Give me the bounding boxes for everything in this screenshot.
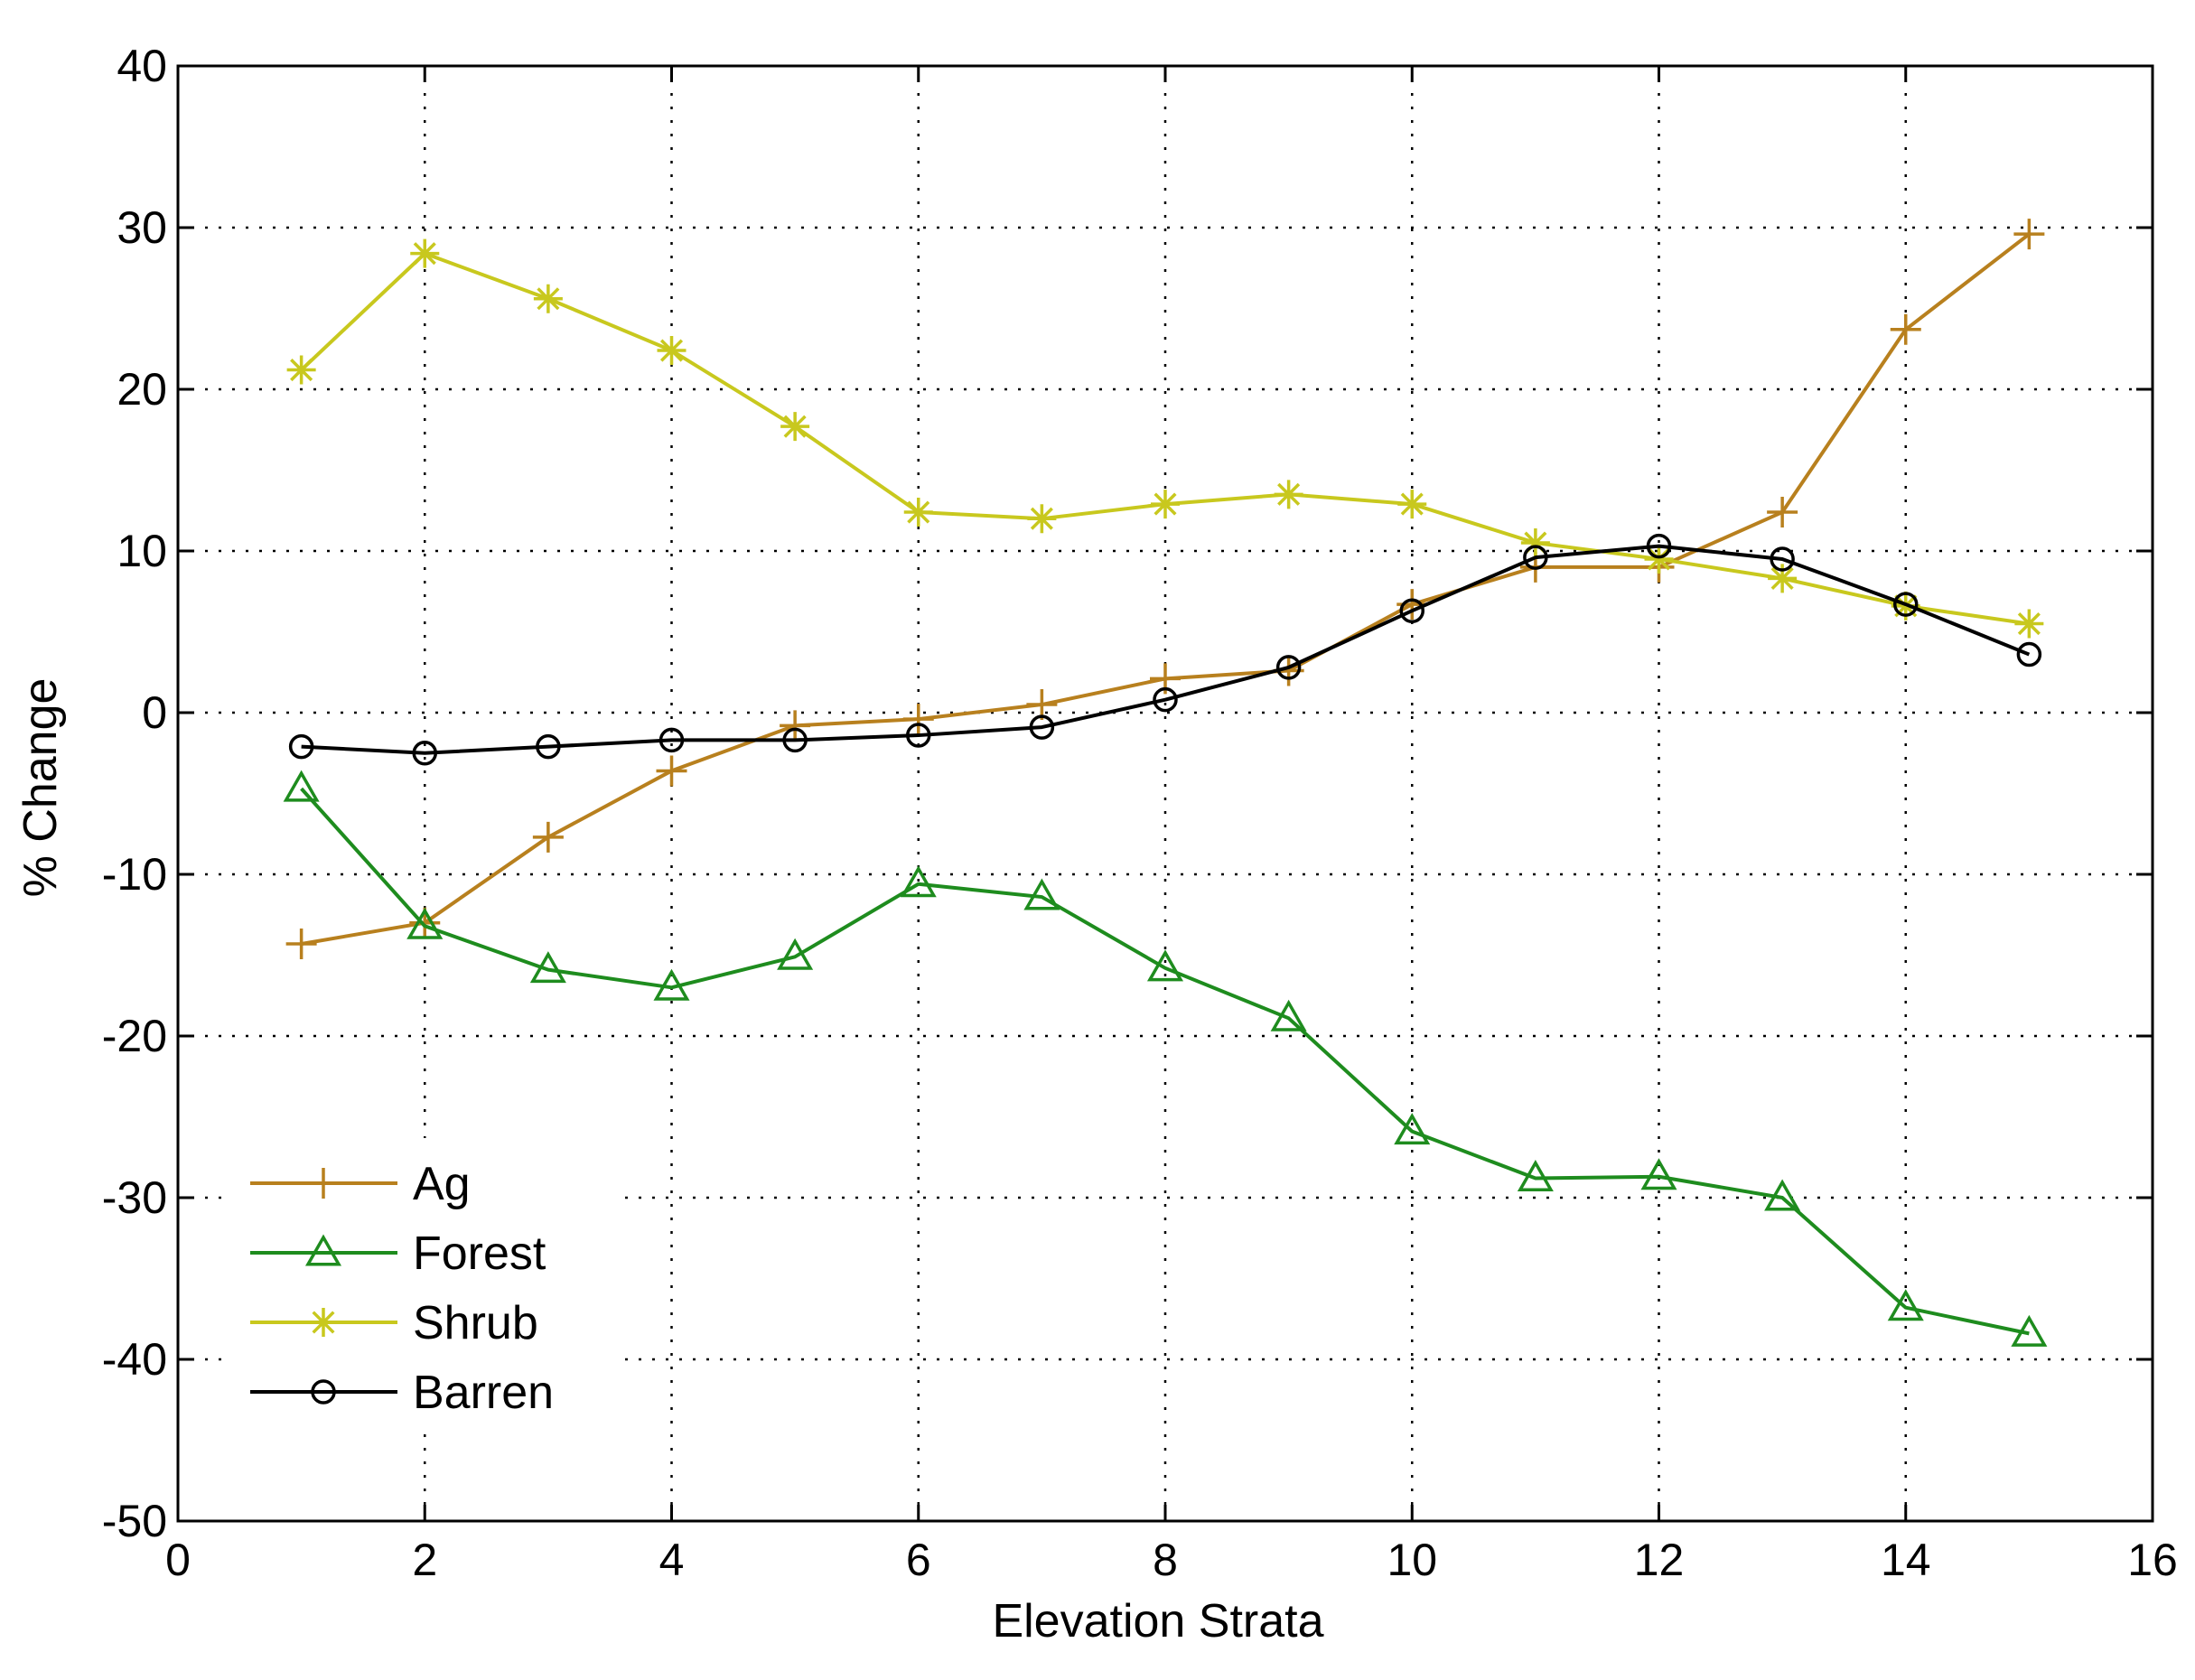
series-line-forest [300,787,2030,1336]
data-point-shrub [1768,564,1798,593]
y-tick-label: 30 [117,202,167,253]
data-point-barren [1893,592,1919,617]
x-tick-label: 16 [2127,1535,2178,1585]
data-point-shrub [1520,528,1550,558]
data-point-shrub [286,355,316,385]
data-point-forest [1394,1113,1431,1145]
data-point-ag [780,710,811,742]
x-tick-label: 12 [1634,1535,1685,1585]
data-point-forest [1887,1289,1924,1321]
y-axis-label: % Change [14,678,67,898]
axis-ticks: 0 2 4 6 8 10 12 14 16 -50 -40 -30 -20 -10 0 10 20 30 40 [102,41,2178,1585]
data-point-barren [2016,641,2042,667]
data-point-shrub [1644,544,1674,574]
series-barren [288,533,2042,766]
legend-entry-ag: Ag [250,1158,471,1210]
data-point-ag [656,755,687,787]
y-tick-label: -40 [102,1334,167,1385]
series-forest [283,770,2048,1347]
y-tick-label: 10 [117,526,167,576]
data-point-forest [406,907,444,939]
y-tick-label: -30 [102,1172,167,1223]
legend-entry-shrub: Shrub [250,1297,538,1349]
x-tick-label: 2 [412,1535,437,1585]
data-point-barren [288,733,314,760]
x-tick-label: 4 [659,1535,685,1585]
legend-label-barren: Barren [413,1367,554,1419]
data-point-barren [1523,545,1548,570]
y-tick-label: 20 [117,364,167,415]
data-point-forest [900,865,937,898]
data-point-barren [658,727,685,753]
legend-entry-barren: Barren [250,1367,554,1419]
data-point-forest [1023,878,1060,910]
data-point-ag [532,821,564,853]
legend-background [226,1138,614,1427]
series-line-barren [301,544,2031,755]
data-point-ag [285,928,317,959]
data-point-forest [1270,999,1307,1031]
data-point-ag [1767,497,1798,528]
legend-marker-barren [311,1379,336,1405]
legend-label-forest: Forest [413,1227,546,1280]
data-point-shrub [1274,480,1303,509]
data-point-shrub [2014,609,2044,639]
data-point-barren [1029,714,1055,740]
data-point-forest [529,951,566,984]
data-point-forest [2011,1314,2048,1347]
y-tick-label: 40 [117,41,167,91]
data-point-forest [1517,1159,1554,1192]
legend-label-ag: Ag [413,1158,471,1210]
data-point-shrub [780,412,810,442]
data-point-forest [653,968,690,1001]
data-point-shrub [1397,490,1427,519]
y-tick-label: -10 [102,849,167,900]
x-axis-label: Elevation Strata [992,1595,1323,1647]
data-point-shrub [533,284,563,313]
data-point-barren [782,727,808,753]
data-point-ag [902,704,934,735]
data-point-shrub [1151,490,1180,519]
legend: Ag Forest Shrub Barren [250,1158,554,1419]
x-tick-label: 14 [1881,1535,1931,1585]
data-point-shrub [903,498,933,527]
data-point-shrub [410,238,440,268]
data-point-barren [1399,598,1424,623]
data-point-ag [1890,313,1921,345]
x-tick-label: 10 [1387,1535,1437,1585]
legend-label-shrub: Shrub [413,1297,538,1349]
series-group [283,219,2048,1347]
x-tick-label: 6 [906,1535,931,1585]
data-point-forest [1146,949,1184,982]
legend-marker-shrub [309,1308,338,1337]
data-point-barren [906,723,931,748]
x-tick-label: 8 [1153,1535,1178,1585]
data-point-ag [2013,219,2045,250]
y-tick-label: -20 [102,1011,167,1061]
data-point-barren [1770,546,1795,572]
legend-marker-forest [304,1234,342,1266]
legend-entry-forest: Forest [250,1227,546,1280]
data-point-shrub [657,336,687,366]
legend-marker-ag [308,1168,339,1199]
x-tick-label: 0 [165,1535,191,1585]
data-point-barren [1153,686,1178,713]
data-point-barren [1646,533,1672,559]
legend-box [226,1138,614,1427]
data-point-forest [1764,1179,1801,1211]
data-point-forest [1640,1158,1677,1190]
data-point-barren [536,733,561,760]
data-point-barren [1275,655,1302,680]
y-tick-label: -50 [102,1496,167,1546]
data-point-forest [283,770,320,802]
y-tick-label: 0 [142,687,167,738]
data-point-barren [412,741,437,766]
data-point-forest [777,938,814,970]
data-point-shrub [1027,504,1057,534]
